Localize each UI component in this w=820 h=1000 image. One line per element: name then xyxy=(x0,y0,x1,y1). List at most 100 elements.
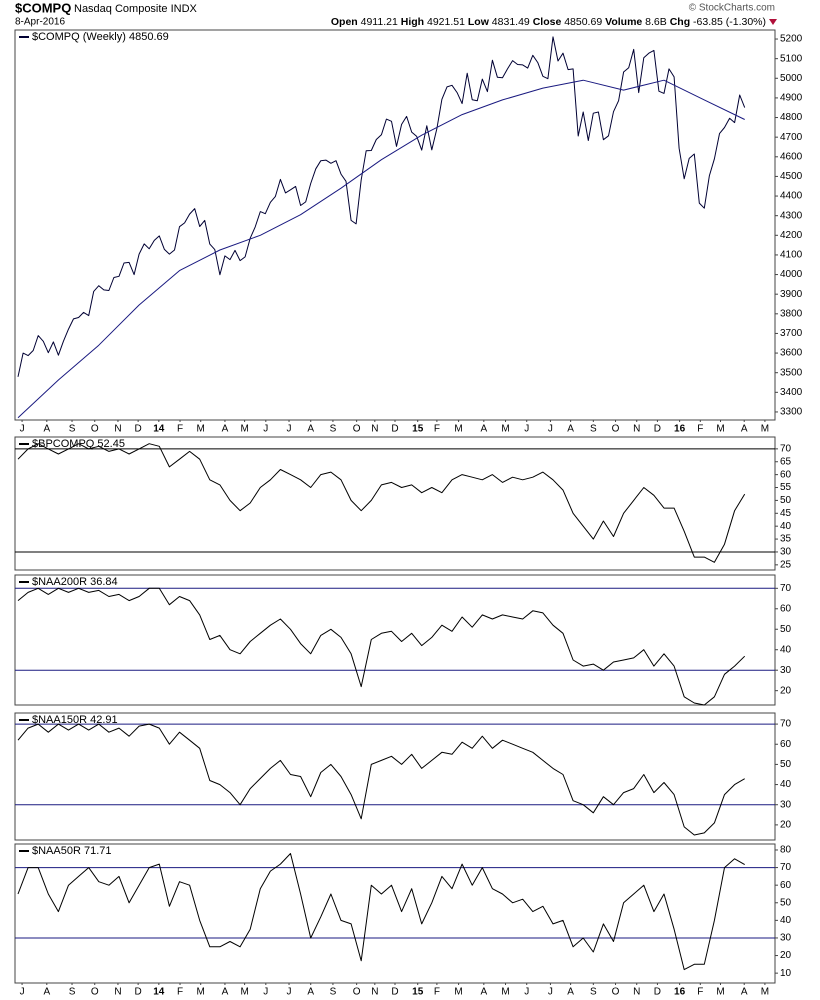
value: 4921.51 xyxy=(427,16,465,28)
x-tick-label: S xyxy=(330,987,337,998)
x-tick-label: A xyxy=(43,987,50,998)
y-tick-label: 70 xyxy=(780,583,792,594)
x-tick-label: M xyxy=(454,987,462,998)
x-tick-label: 16 xyxy=(674,424,686,435)
x-tick-label: N xyxy=(114,987,121,998)
y-tick-label: 4200 xyxy=(780,230,803,241)
legend-label: $BPCOMPQ 52.45 xyxy=(32,438,125,450)
date: 8-Apr-2016 xyxy=(15,17,65,28)
y-tick-label: 70 xyxy=(780,719,792,730)
series-line xyxy=(17,723,745,836)
y-tick-label: 60 xyxy=(780,739,792,750)
x-tick-label: F xyxy=(697,424,703,435)
credit: © StockCharts.com xyxy=(689,3,775,14)
y-tick-label: 4600 xyxy=(780,151,803,162)
y-tick-label: 80 xyxy=(780,845,792,856)
x-tick-label: 15 xyxy=(412,987,424,998)
y-tick-label: 3300 xyxy=(780,407,803,418)
x-tick-label: D xyxy=(135,987,142,998)
series-line xyxy=(17,587,746,706)
x-tick-label: M xyxy=(761,987,769,998)
y-tick-label: 3800 xyxy=(780,308,803,319)
y-tick-label: 20 xyxy=(780,820,792,831)
panel-frame xyxy=(14,843,776,984)
y-tick-label: 3900 xyxy=(780,289,803,300)
y-tick-label: 50 xyxy=(780,759,792,770)
x-tick-label: F xyxy=(177,987,183,998)
x-tick-label: S xyxy=(69,987,76,998)
y-tick-label: 4400 xyxy=(780,191,803,202)
x-tick-label: J xyxy=(548,987,553,998)
x-tick-label: F xyxy=(434,987,440,998)
x-tick-label: A xyxy=(222,424,229,435)
y-tick-label: 50 xyxy=(780,897,792,908)
x-tick-label: N xyxy=(633,424,640,435)
x-tick-label: M xyxy=(240,987,248,998)
y-tick-label: 60 xyxy=(780,469,792,480)
x-tick-label: A xyxy=(480,424,487,435)
series-line xyxy=(17,79,745,419)
y-tick-label: 4700 xyxy=(780,132,803,143)
value: 4850.69 xyxy=(564,16,602,28)
x-tick-label: J xyxy=(263,424,268,435)
x-tick-label: M xyxy=(716,987,724,998)
y-tick-label: 65 xyxy=(780,456,792,467)
y-tick-label: 3500 xyxy=(780,367,803,378)
y-tick-label: 70 xyxy=(780,443,792,454)
y-tick-label: 4100 xyxy=(780,250,803,261)
x-tick-label: J xyxy=(20,424,25,435)
x-tick-label: D xyxy=(654,987,661,998)
x-tick-label: A xyxy=(567,987,574,998)
y-tick-label: 4900 xyxy=(780,93,803,104)
x-tick-label: M xyxy=(501,987,509,998)
x-tick-label: F xyxy=(434,424,440,435)
y-tick-label: 3700 xyxy=(780,328,803,339)
x-tick-label: N xyxy=(371,987,378,998)
label: Close xyxy=(533,16,562,28)
x-tick-label: M xyxy=(197,424,205,435)
y-tick-label: 4000 xyxy=(780,269,803,280)
label: Open xyxy=(331,16,358,28)
y-tick-label: 70 xyxy=(780,862,792,873)
x-tick-label: A xyxy=(567,424,574,435)
x-tick-label: O xyxy=(612,987,620,998)
x-tick-label: J xyxy=(524,424,529,435)
y-tick-label: 40 xyxy=(780,779,792,790)
y-tick-label: 30 xyxy=(780,933,792,944)
x-tick-label: M xyxy=(240,424,248,435)
instrument-name: Nasdaq Composite INDX xyxy=(74,3,198,15)
x-tick-label: J xyxy=(287,424,292,435)
symbol: $COMPQ xyxy=(15,0,71,15)
x-tick-label: O xyxy=(91,987,99,998)
y-tick-label: 10 xyxy=(780,968,792,979)
y-tick-label: 45 xyxy=(780,508,792,519)
series-line xyxy=(17,853,745,971)
x-tick-label: S xyxy=(69,424,76,435)
y-tick-label: 50 xyxy=(780,495,792,506)
label: Volume xyxy=(605,16,642,28)
y-tick-label: 60 xyxy=(780,880,792,891)
y-tick-label: 55 xyxy=(780,482,792,493)
x-tick-label: J xyxy=(548,424,553,435)
y-tick-label: 60 xyxy=(780,603,792,614)
value: -63.85 (-1.30%) xyxy=(693,16,766,28)
x-tick-label: O xyxy=(612,424,620,435)
x-tick-label: M xyxy=(716,424,724,435)
x-tick-label: 15 xyxy=(412,424,424,435)
label: Low xyxy=(468,16,490,28)
legend-label: $NAA50R 71.71 xyxy=(32,845,112,857)
x-tick-label: D xyxy=(391,424,398,435)
x-tick-label: N xyxy=(633,987,640,998)
y-tick-label: 40 xyxy=(780,521,792,532)
legend-label: $COMPQ (Weekly) 4850.69 xyxy=(32,31,169,43)
panel-frame xyxy=(14,29,776,421)
x-tick-label: F xyxy=(177,424,183,435)
x-tick-label: A xyxy=(43,424,50,435)
x-tick-label: D xyxy=(654,424,661,435)
y-tick-label: 40 xyxy=(780,915,792,926)
legend-label: $NAA150R 42.91 xyxy=(32,714,118,726)
x-tick-label: O xyxy=(353,987,361,998)
x-tick-label: A xyxy=(741,424,748,435)
label: Chg xyxy=(670,16,690,28)
